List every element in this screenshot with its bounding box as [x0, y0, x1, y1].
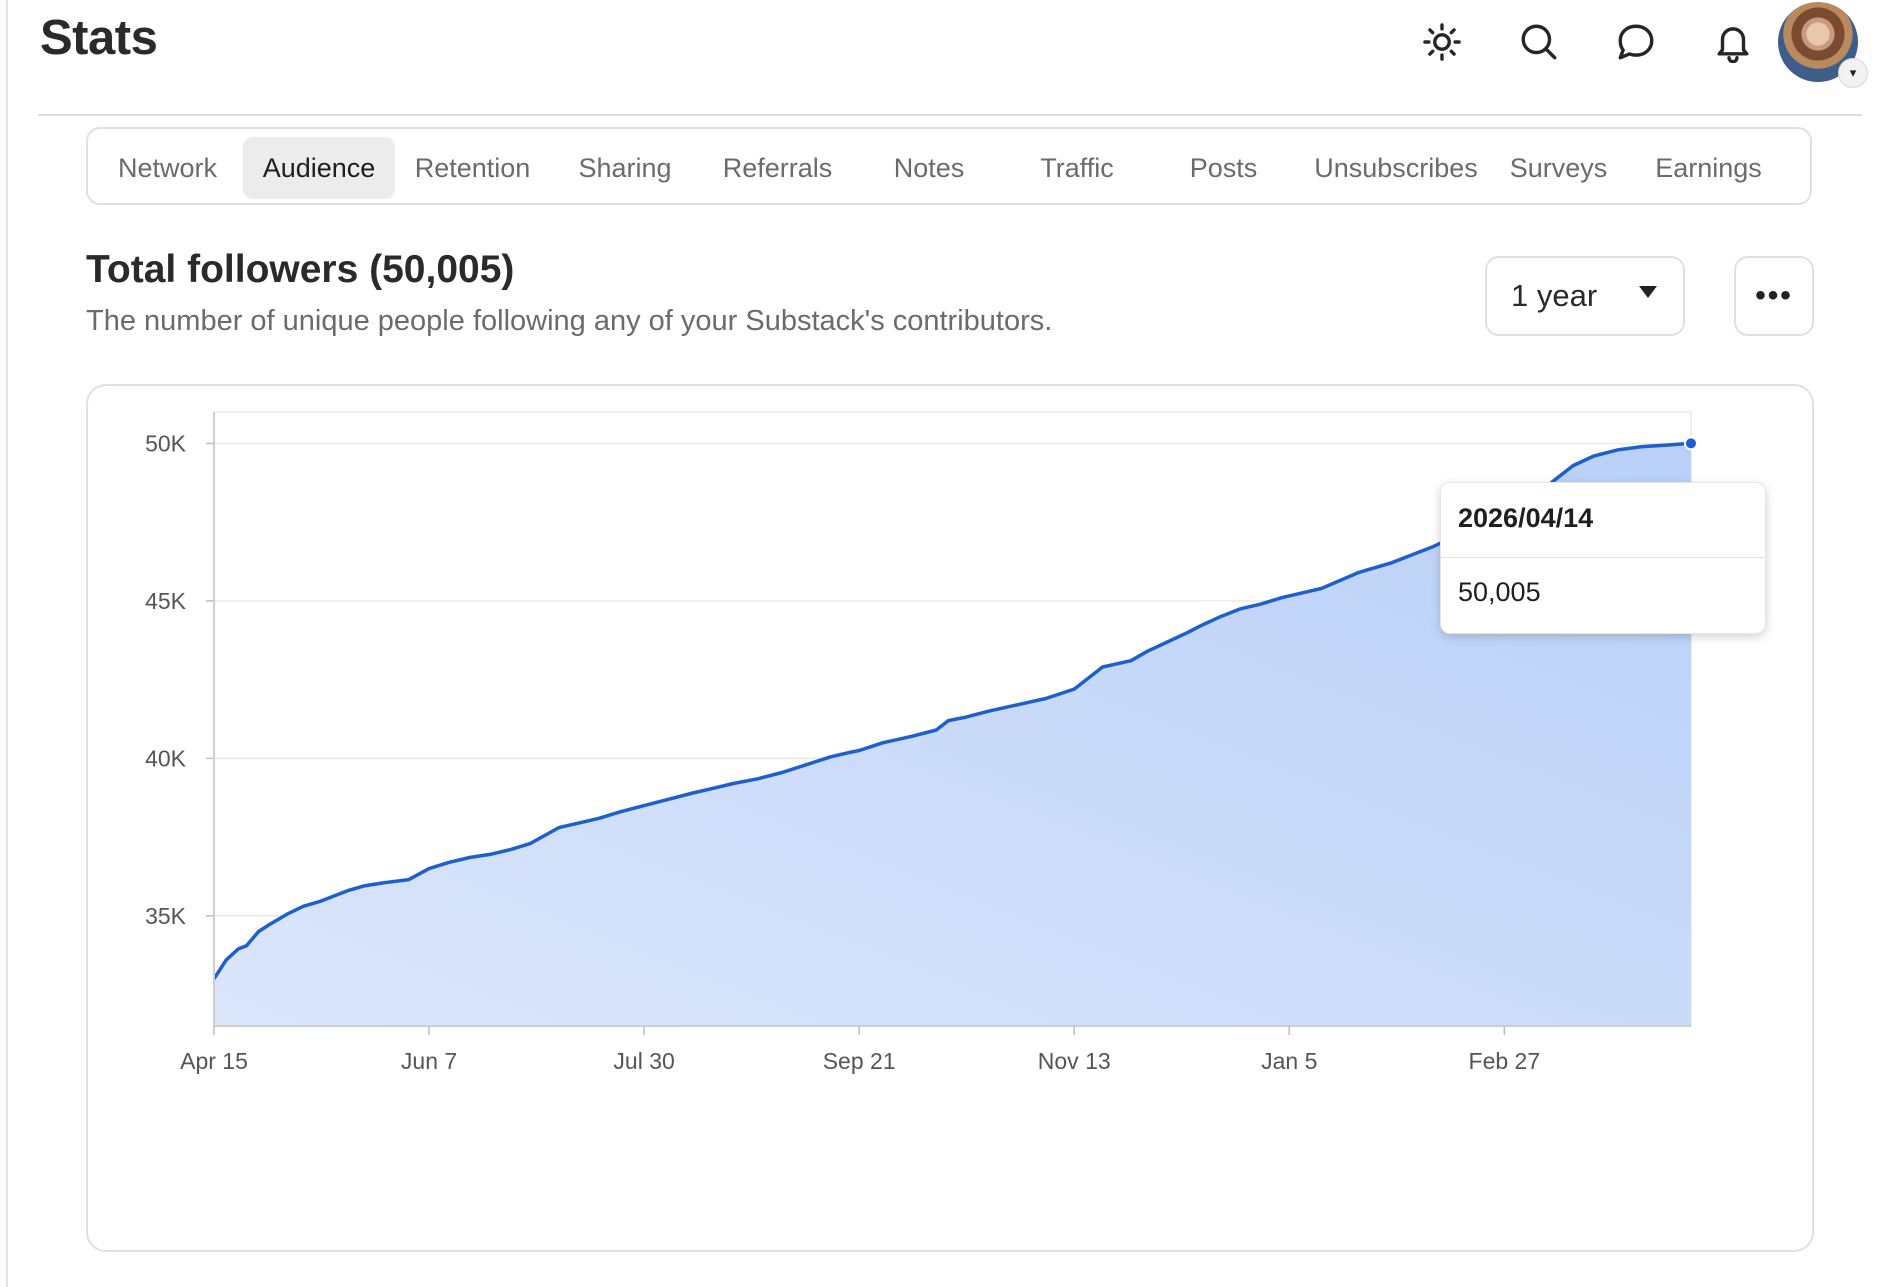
search-button[interactable] — [1515, 18, 1563, 66]
stats-tab-bar: Network Audience Retention Sharing Refer… — [86, 127, 1812, 205]
section-subtitle: The number of unique people following an… — [86, 305, 1053, 337]
last-point-marker — [1684, 436, 1698, 451]
header-divider — [38, 114, 1862, 116]
followers-line — [212, 441, 1692, 980]
x-tick-label: Apr 15 — [180, 1048, 248, 1074]
left-border — [6, 0, 8, 1287]
y-tick-label: 40K — [145, 745, 187, 771]
bell-icon — [1717, 27, 1749, 63]
x-tick-label: Jun 7 — [401, 1048, 457, 1074]
followers-chart: 35K 40K 45K 50K Apr 15 Jun 7 Jul 30 Sep 21 Nov 1… — [145, 411, 1698, 1074]
chat-bubble-icon — [1618, 24, 1654, 60]
chart-tooltip: 2026/04/14 50,005 — [1440, 482, 1766, 634]
section-title: Total followers (50,005) — [86, 248, 515, 291]
tab-audience[interactable]: Audience — [243, 137, 395, 199]
search-icon — [1521, 24, 1557, 60]
page-title: Stats — [40, 11, 158, 65]
notifications-button[interactable] — [1709, 18, 1757, 66]
y-tick-label: 50K — [145, 430, 187, 456]
tab-sharing[interactable]: Sharing — [578, 152, 672, 183]
tab-posts[interactable]: Posts — [1189, 152, 1258, 183]
tab-traffic[interactable]: Traffic — [1040, 152, 1114, 183]
x-tick-label: Jan 5 — [1261, 1048, 1317, 1074]
tab-notes[interactable]: Notes — [893, 152, 965, 183]
time-range-select[interactable]: 1 year — [1485, 256, 1685, 336]
y-tick-label: 35K — [145, 903, 187, 929]
sun-icon — [1423, 23, 1461, 61]
tooltip-divider — [1441, 557, 1765, 558]
tab-network[interactable]: Network — [117, 152, 218, 183]
tab-surveys[interactable]: Surveys — [1509, 152, 1608, 183]
more-options-button[interactable]: ••• — [1734, 256, 1814, 336]
tooltip-value: 50,005 — [1458, 577, 1541, 607]
x-tick-label: Feb 27 — [1469, 1048, 1541, 1074]
chat-button[interactable] — [1612, 18, 1660, 66]
tab-referrals[interactable]: Referrals — [722, 152, 833, 183]
tab-earnings[interactable]: Earnings — [1655, 152, 1762, 183]
followers-chart-card: 35K 40K 45K 50K Apr 15 Jun 7 Jul 30 Sep 21 Nov 1… — [86, 384, 1814, 1252]
theme-toggle-button[interactable] — [1418, 18, 1466, 66]
tab-unsubscribes[interactable]: Unsubscribes — [1314, 152, 1478, 183]
x-tick-label: Jul 30 — [613, 1048, 674, 1074]
time-range-value: 1 year — [1511, 278, 1598, 313]
tooltip-date: 2026/04/14 — [1458, 503, 1594, 533]
caret-down-icon — [1639, 286, 1657, 298]
y-tick-label: 45K — [145, 588, 187, 614]
chevron-down-icon[interactable]: ▾ — [1838, 58, 1868, 88]
x-tick-label: Sep 21 — [823, 1048, 896, 1074]
x-tick-label: Nov 13 — [1038, 1048, 1111, 1074]
tab-retention[interactable]: Retention — [414, 152, 531, 183]
